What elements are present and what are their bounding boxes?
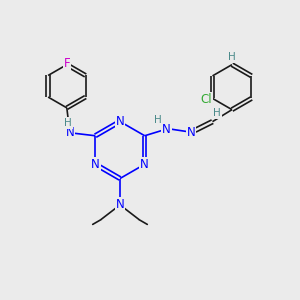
Text: N: N xyxy=(65,126,74,139)
Text: H: H xyxy=(64,118,72,128)
Text: N: N xyxy=(116,115,124,128)
Text: N: N xyxy=(91,158,100,171)
Text: N: N xyxy=(187,126,195,139)
Text: N: N xyxy=(116,198,124,212)
Text: N: N xyxy=(162,123,171,136)
Text: H: H xyxy=(213,108,221,118)
Text: H: H xyxy=(228,52,236,62)
Text: Cl: Cl xyxy=(200,93,212,106)
Text: H: H xyxy=(154,115,162,125)
Text: N: N xyxy=(140,158,149,171)
Text: F: F xyxy=(64,57,70,70)
